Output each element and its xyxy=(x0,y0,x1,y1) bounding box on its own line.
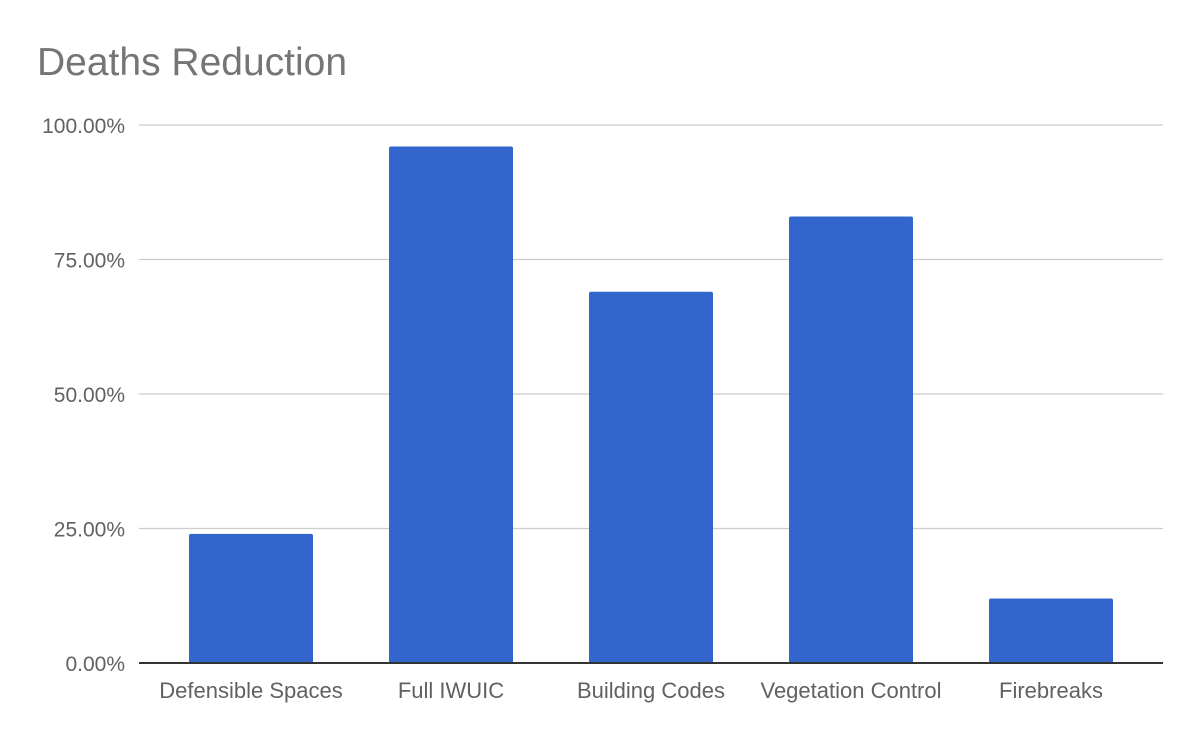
bar xyxy=(589,291,713,663)
bar xyxy=(389,146,513,663)
bars xyxy=(189,146,1113,663)
bar xyxy=(989,598,1113,663)
x-category-label: Firebreaks xyxy=(999,678,1103,703)
y-tick-label: 0.00% xyxy=(65,653,125,676)
y-tick-label: 100.00% xyxy=(42,115,125,138)
y-tick-label: 75.00% xyxy=(54,250,125,273)
y-tick-label: 25.00% xyxy=(54,519,125,542)
bar xyxy=(789,216,913,663)
x-category-label: Defensible Spaces xyxy=(159,678,342,703)
x-category-label: Building Codes xyxy=(577,678,725,703)
bar xyxy=(189,533,313,663)
x-axis-category-labels: Defensible Spaces Full IWUIC Building Code… xyxy=(159,678,1103,703)
x-category-label: Full IWUIC xyxy=(398,678,504,703)
y-axis-tick-labels: 0.00% 25.00% 50.00% 75.00% 100.00% xyxy=(42,115,125,676)
chart-title: Deaths Reduction xyxy=(37,41,347,84)
x-category-label: Vegetation Control xyxy=(760,678,941,703)
y-tick-label: 50.00% xyxy=(54,384,125,407)
